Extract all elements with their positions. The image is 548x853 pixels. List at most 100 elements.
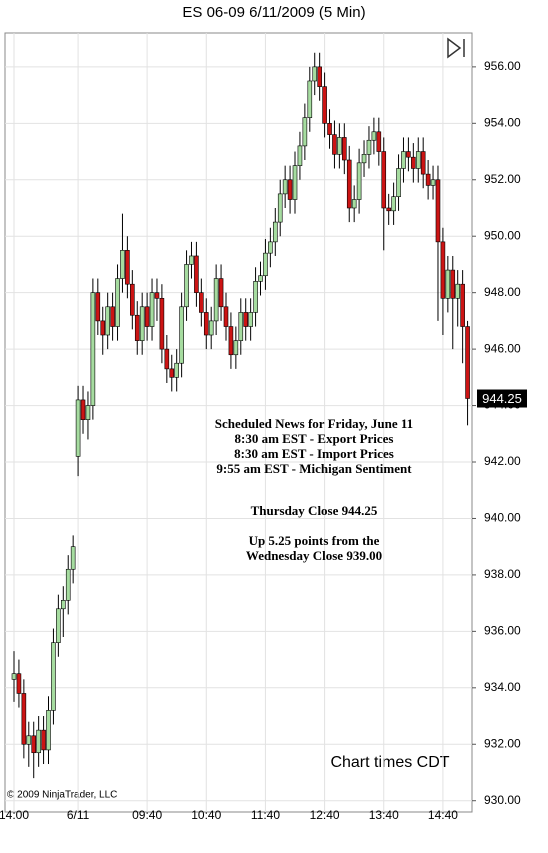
annotation: Wednesday Close 939.00 [246, 548, 382, 563]
candle-body [208, 320, 214, 336]
candle-body [263, 252, 268, 277]
y-tick-label: 934.00 [484, 680, 521, 694]
annotation: 8:30 am EST - Export Prices [235, 431, 394, 446]
candle-body [154, 292, 160, 299]
candle-body [203, 312, 209, 336]
candle-body [218, 278, 224, 308]
candle-body [11, 673, 17, 680]
candle-body [415, 151, 421, 169]
candle-body [292, 165, 298, 200]
candle-body [213, 278, 219, 322]
note: Chart times CDT [330, 754, 449, 771]
candle-body [70, 546, 76, 570]
y-tick-label: 932.00 [484, 736, 521, 750]
y-tick-label: 948.00 [484, 285, 521, 299]
candle-body [223, 306, 229, 327]
candle-body [115, 278, 120, 327]
y-tick-label: 950.00 [484, 228, 521, 242]
candle-body [302, 117, 308, 147]
candle-body [80, 399, 86, 420]
candle-body [460, 283, 465, 327]
candle-body [411, 156, 416, 169]
x-tick-label: 10:40 [191, 808, 221, 822]
candle-body [361, 154, 367, 164]
candle-body [332, 134, 337, 155]
candle-body [174, 362, 179, 378]
candle-body [248, 312, 253, 327]
annotation: 9:55 am EST - Michigan Sentiment [216, 461, 412, 476]
candle-body [253, 281, 258, 313]
candle-body [327, 123, 332, 135]
annotation: Scheduled News for Friday, June 11 [215, 416, 413, 431]
candle-body [120, 250, 125, 279]
candle-body [144, 306, 150, 327]
candle-body [268, 241, 273, 254]
candle-body [139, 306, 145, 341]
last-price-label: 944.25 [482, 391, 522, 406]
chart-title: ES 06-09 6/11/2009 (5 Min) [182, 4, 365, 21]
candle-body [450, 269, 456, 299]
candle-body [297, 145, 303, 166]
candle-body [26, 735, 32, 745]
candle-body [322, 86, 327, 124]
candle-body [342, 137, 347, 161]
plot-frame [4, 32, 473, 813]
candle-body [430, 179, 436, 186]
candle-body [75, 399, 81, 457]
candle-body [317, 66, 322, 87]
candle-body [134, 314, 140, 341]
last-price-box [477, 389, 527, 408]
candle-body [243, 312, 249, 327]
candle-body [169, 368, 175, 378]
x-tick-label: 11:40 [251, 808, 280, 822]
candle-body [90, 292, 96, 406]
candle-body [110, 306, 115, 327]
candle-body [238, 312, 244, 341]
x-tick-label: 6/11 [67, 808, 90, 822]
candle-body [396, 168, 401, 198]
candle-body [31, 735, 37, 754]
candle-body [233, 340, 239, 356]
candle-body [105, 306, 110, 336]
candle-body [272, 221, 278, 243]
candle-body [85, 405, 91, 420]
x-tick-label: 12:40 [310, 808, 340, 822]
candle-body [125, 250, 130, 285]
y-tick-label: 936.00 [484, 624, 521, 638]
candle-body [130, 283, 135, 316]
candle-body [445, 269, 451, 299]
candle-body [287, 179, 293, 200]
candle-body [455, 283, 461, 299]
candle-body [277, 193, 283, 223]
candle-body [351, 199, 357, 209]
candle-body [406, 151, 411, 158]
candle-body [356, 162, 362, 200]
candle-body [282, 179, 288, 195]
candle-body [100, 320, 106, 336]
annotation: Up 5.25 points from the [249, 533, 380, 548]
candle-body [258, 275, 263, 282]
y-tick-label: 952.00 [484, 172, 521, 186]
candle-body [425, 173, 431, 186]
y-tick-label: 938.00 [484, 567, 521, 581]
candle-body [51, 642, 56, 711]
candle-body [159, 298, 165, 350]
candle-body [199, 292, 204, 313]
candle-body [307, 80, 313, 118]
candle-body [41, 729, 46, 751]
candle-body [371, 131, 377, 141]
x-tick-label: 13:40 [369, 808, 399, 822]
annotation: 8:30 am EST - Import Prices [234, 446, 394, 461]
candle-body [46, 710, 51, 751]
candle-body [381, 151, 387, 209]
candle-body [189, 255, 194, 265]
candle-body [435, 179, 441, 243]
candle-body [36, 729, 41, 754]
candle-body [65, 568, 71, 601]
candle-body [56, 608, 61, 643]
candle-body [60, 600, 66, 610]
y-tick-label: 940.00 [484, 511, 521, 525]
